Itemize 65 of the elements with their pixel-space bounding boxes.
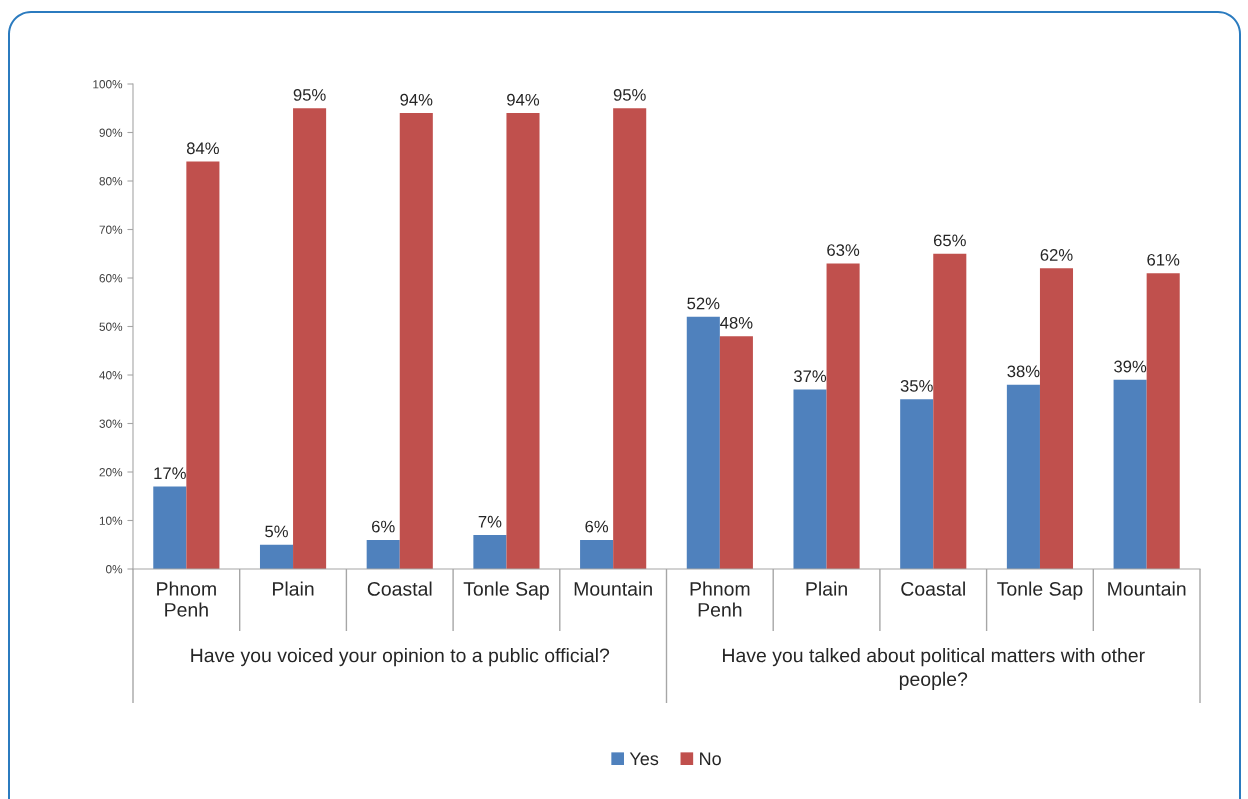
y-tick-label: 0% [105,565,123,574]
bar [1146,273,1180,569]
y-tick-label: 100% [93,80,123,89]
bar [399,113,433,569]
data-label: 95% [613,88,646,101]
x-tick-label: Mountain [1108,581,1186,596]
x-tick-label: Phnom Penh [690,581,750,617]
y-tick-label: 30% [99,419,123,428]
x-tick-label: Tonle Sap [463,581,549,600]
data-label: 84% [186,142,219,155]
x-tick-label: Plain [806,581,847,596]
y-tick-label: 50% [99,322,123,331]
data-label: 39% [1114,360,1147,373]
data-label: 17% [154,467,186,480]
data-label: 52% [687,297,720,310]
bar [506,113,540,569]
x-tick-label: Coastal [901,581,965,596]
bar [613,108,647,569]
data-label: 65% [933,234,966,247]
bar [719,336,753,569]
data-label: 48% [720,316,753,329]
data-label: 6% [372,520,395,533]
bar [580,539,614,569]
y-tick-label: 90% [99,128,123,137]
data-label: 37% [793,370,827,383]
bar [793,389,827,569]
bar [153,486,187,569]
bar [473,535,507,569]
y-tick-label: 60% [99,274,123,283]
y-tick-label: 80% [99,177,123,186]
bar [826,263,860,569]
x-tick-label: Phnom Penh [157,581,216,617]
y-tick-label: 20% [99,468,123,477]
data-label: 95% [293,88,326,101]
bar [933,253,967,569]
data-label: 94% [507,93,540,106]
bar [1113,379,1147,569]
y-tick-label: 40% [99,371,123,380]
data-label: 94% [400,93,433,106]
data-label: 5% [265,525,288,538]
x-tick-label: Coastal [367,581,432,596]
legend-label: No [700,752,721,766]
text: Have you voiced your opinion to a public official? [191,648,610,667]
data-label: 38% [1007,365,1040,378]
data-label: 63% [827,244,860,256]
bar [1006,384,1040,569]
bar [900,399,934,569]
bar [259,544,294,569]
data-label: 6% [585,520,609,533]
x-tick-label: Plain [273,581,314,596]
legend-label: Yes [629,752,659,766]
data-label: 7% [478,515,502,528]
data-label: 62% [1040,249,1073,261]
data-label: 61% [1147,253,1180,266]
x-tick-label: Mountain [574,581,652,596]
bar [686,316,720,569]
bar [366,539,400,569]
x-tick-label: Tonle Sap [997,581,1083,600]
y-tick-label: 70% [99,225,123,234]
bar [1039,268,1074,569]
bar [293,108,327,569]
y-tick-label: 10% [99,516,123,525]
text: Have you talked about political matters with other people? [723,648,1145,690]
bar [186,161,220,569]
data-label: 35% [900,379,933,392]
